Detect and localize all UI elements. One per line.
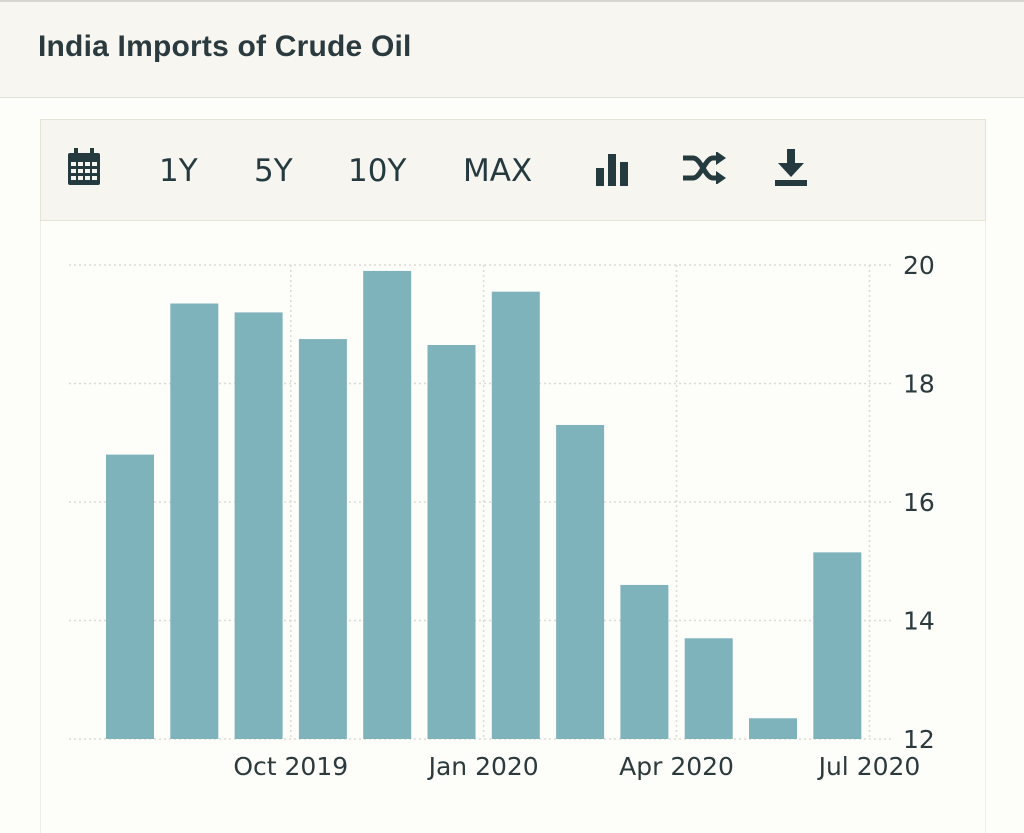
bar <box>298 339 347 739</box>
y-tick-label: 16 <box>903 488 935 517</box>
bar <box>491 291 540 739</box>
range-max-button[interactable]: MAX <box>463 153 533 189</box>
bar <box>684 638 733 739</box>
x-tick-label: Oct 2019 <box>233 752 348 781</box>
calendar-button[interactable] <box>67 148 101 190</box>
bar <box>427 344 476 739</box>
y-tick-label: 12 <box>903 725 935 754</box>
range-10y-button[interactable]: 10Y <box>348 153 407 189</box>
download-icon <box>775 149 807 186</box>
y-tick-label: 14 <box>903 607 935 636</box>
bar <box>620 584 669 739</box>
bar <box>170 303 219 739</box>
bar <box>363 270 412 739</box>
bar <box>234 312 283 739</box>
x-tick-label: Apr 2020 <box>619 752 734 781</box>
bar <box>813 552 862 739</box>
bar-chart-icon <box>596 154 628 186</box>
bar <box>556 424 605 739</box>
chart-type-button[interactable] <box>595 152 629 194</box>
bar <box>106 454 154 739</box>
y-tick-label: 20 <box>903 251 935 280</box>
range-1y-button[interactable]: 1Y <box>159 153 198 189</box>
range-5y-button[interactable]: 5Y <box>254 153 293 189</box>
bar-chart: 12 14 16 18 20 Oct 2019 Jan 2020 Apr 2020 Jul 20… <box>69 251 935 781</box>
x-tick-label: Jul 2020 <box>817 752 921 781</box>
chart-toolbar: 1Y 5Y 10Y MAX <box>40 119 986 221</box>
compare-button[interactable] <box>682 152 726 194</box>
page-title: India Imports of Crude Oil <box>38 30 412 63</box>
chart-area: 12 14 16 18 20 Oct 2019 Jan 2020 Apr 2020 Jul 20… <box>40 221 986 833</box>
header: India Imports of Crude Oil <box>0 0 1024 98</box>
download-button[interactable] <box>774 149 808 191</box>
bar <box>749 718 797 739</box>
x-tick-label: Jan 2020 <box>427 752 539 781</box>
calendar-icon <box>68 148 100 185</box>
shuffle-icon <box>683 152 726 184</box>
y-tick-label: 18 <box>903 370 935 399</box>
